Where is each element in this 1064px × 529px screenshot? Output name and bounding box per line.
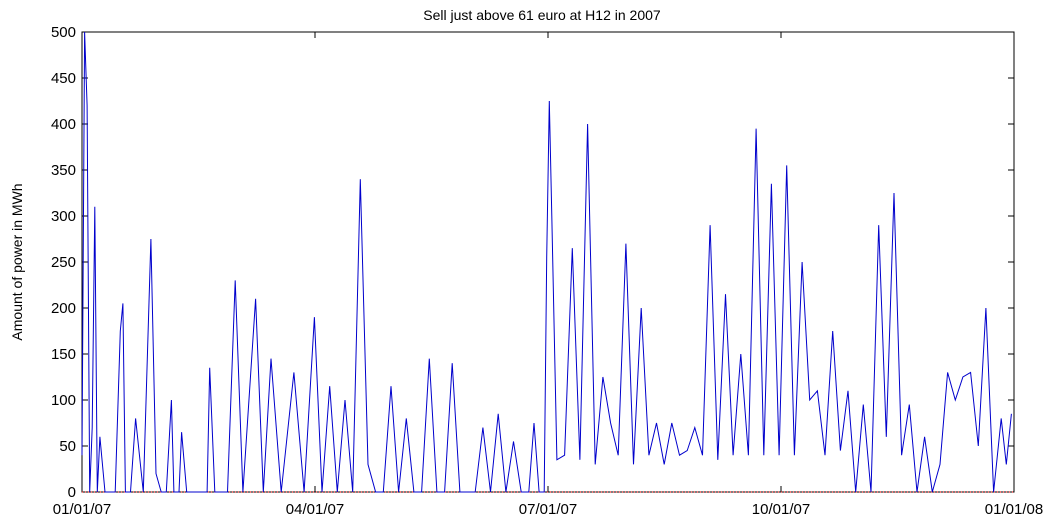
x-tick-label: 01/01/08 xyxy=(985,501,1043,518)
x-tick-label: 01/01/07 xyxy=(53,501,111,518)
x-tick-label: 10/01/07 xyxy=(752,501,810,518)
y-tick-label: 500 xyxy=(51,24,76,41)
x-axis-ticks: 01/01/07 04/01/07 07/01/07 10/01/07 01/01/08 xyxy=(53,32,1043,518)
y-tick-label: 50 xyxy=(59,438,76,455)
chart-title: Sell just above 61 euro at H12 in 2007 xyxy=(423,7,661,23)
x-tick-label: 07/01/07 xyxy=(519,501,577,518)
y-tick-label: 300 xyxy=(51,208,76,225)
y-tick-label: 350 xyxy=(51,162,76,179)
y-axis-ticks: 0 50 100 150 200 250 300 350 400 450 500 xyxy=(51,24,1014,501)
plot-area-frame xyxy=(81,31,1015,493)
series-line xyxy=(81,31,1012,493)
y-tick-label: 250 xyxy=(51,254,76,271)
x-tick-label: 04/01/07 xyxy=(286,501,344,518)
y-tick-label: 0 xyxy=(68,484,76,501)
y-axis-label: Amount of power in MWh xyxy=(9,183,25,340)
y-tick-label: 450 xyxy=(51,70,76,87)
y-tick-label: 150 xyxy=(51,346,76,363)
y-tick-label: 100 xyxy=(51,392,76,409)
y-tick-label: 200 xyxy=(51,300,76,317)
y-tick-label: 400 xyxy=(51,116,76,133)
